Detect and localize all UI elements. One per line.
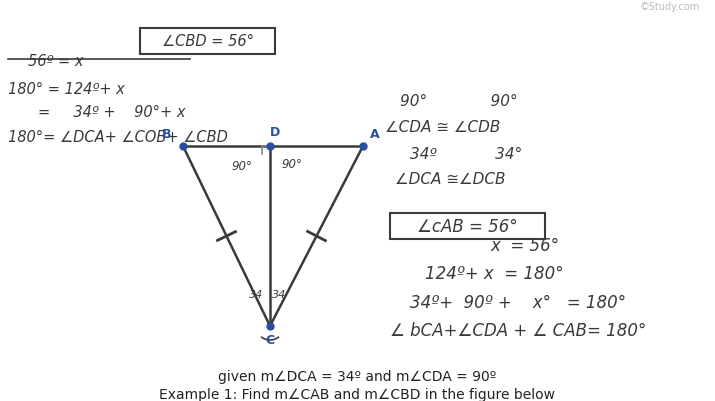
Text: 34º+  90º +    x°   = 180°: 34º+ 90º + x° = 180° <box>410 293 626 311</box>
Text: D: D <box>270 126 280 139</box>
Text: 180° = 124º+ x: 180° = 124º+ x <box>8 82 124 97</box>
Text: ∠ bCA+∠CDA + ∠ CAB= 180°: ∠ bCA+∠CDA + ∠ CAB= 180° <box>390 321 646 339</box>
Text: ∠cAB = 56°: ∠cAB = 56° <box>417 217 518 235</box>
Text: Example 1: Find m∠CAB and m∠CBD in the figure below: Example 1: Find m∠CAB and m∠CBD in the f… <box>159 387 555 401</box>
Text: given m∠DCA = 34º and m∠CDA = 90º: given m∠DCA = 34º and m∠CDA = 90º <box>218 369 496 383</box>
Text: x  = 56°: x = 56° <box>490 237 559 254</box>
Text: 56º = x: 56º = x <box>28 54 84 69</box>
Text: ∠DCA ≅∠DCB: ∠DCA ≅∠DCB <box>395 172 506 186</box>
Text: 34º            34°: 34º 34° <box>410 147 522 162</box>
Text: 90°: 90° <box>282 158 302 171</box>
Text: B: B <box>162 128 172 141</box>
Text: 34: 34 <box>249 289 263 299</box>
Text: 124º+ x  = 180°: 124º+ x = 180° <box>425 264 563 282</box>
Text: 34: 34 <box>272 289 286 299</box>
Text: A: A <box>370 128 380 141</box>
Text: ©Study.com: ©Study.com <box>640 2 700 12</box>
Text: 90°             90°: 90° 90° <box>400 94 518 109</box>
Text: =     34º +    90°+ x: = 34º + 90°+ x <box>38 105 185 120</box>
Text: C: C <box>265 334 275 346</box>
Bar <box>140 29 275 55</box>
Text: 180°= ∠DCA+ ∠COB+ ∠CBD: 180°= ∠DCA+ ∠COB+ ∠CBD <box>8 130 228 145</box>
Text: 90°: 90° <box>232 160 252 173</box>
Bar <box>390 213 545 239</box>
Text: ∠CBD = 56°: ∠CBD = 56° <box>162 34 254 49</box>
Text: ∠CDA ≅ ∠CDB: ∠CDA ≅ ∠CDB <box>385 120 500 135</box>
